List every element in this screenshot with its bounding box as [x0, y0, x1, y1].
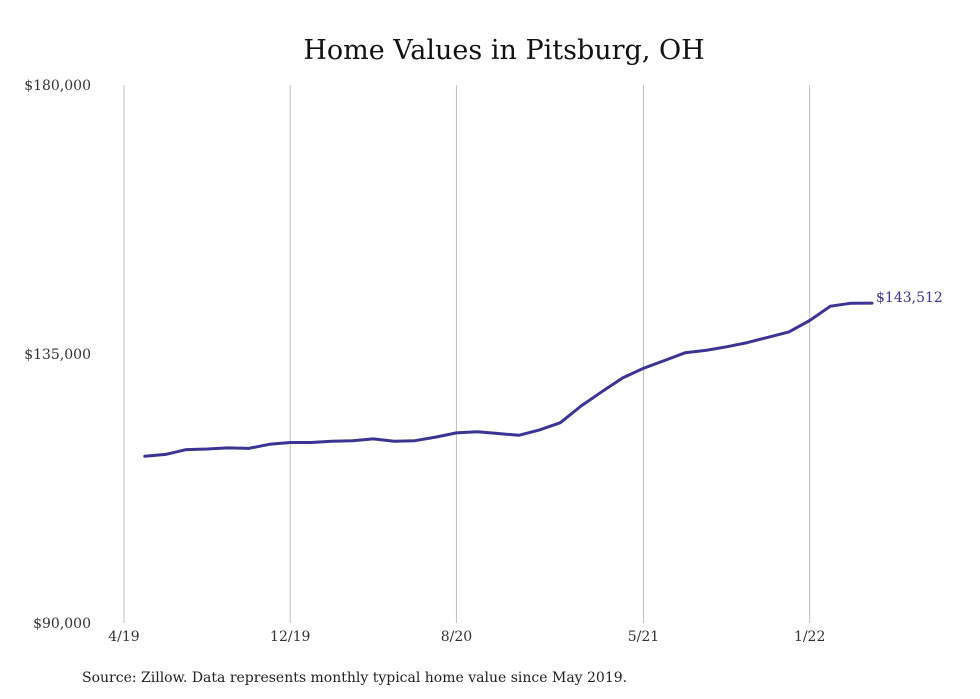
y-axis-tick-labels: $90,000 $135,000 $180,000 [24, 78, 91, 632]
x-tick-label: 1/22 [794, 629, 825, 645]
x-tick-label: 8/20 [441, 629, 472, 645]
y-tick-label: $180,000 [24, 78, 91, 94]
y-tick-label: $135,000 [24, 347, 91, 363]
x-axis-tick-labels: 4/19 12/19 8/20 5/21 1/22 [108, 629, 825, 645]
x-tick-label: 4/19 [108, 629, 139, 645]
series-layer [143, 301, 874, 458]
vertical-grid [123, 85, 811, 623]
x-tick-label: 12/19 [270, 629, 310, 645]
end-value-label: $143,512 [876, 290, 943, 306]
series-line-0 [143, 301, 874, 458]
y-tick-label: $90,000 [33, 616, 91, 632]
chart-title: Home Values in Pitsburg, OH [303, 35, 704, 66]
x-tick-label: 5/21 [628, 629, 659, 645]
source-note: Source: Zillow. Data represents monthly … [82, 670, 627, 686]
